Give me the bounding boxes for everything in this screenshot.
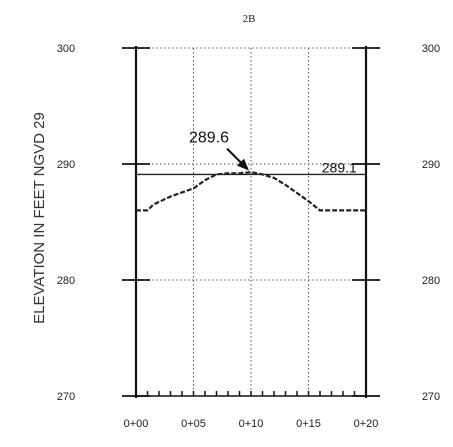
grid-layer: [136, 47, 366, 397]
y-tick-label-left: 290: [57, 159, 75, 171]
x-tick-label: 0+10: [239, 418, 264, 430]
y-tick-label-left: 280: [57, 275, 75, 287]
annotation-arrowhead: [237, 158, 249, 171]
x-tick-label: 0+15: [296, 418, 321, 430]
chart-title: 2B: [243, 13, 256, 25]
ground-profile-line: [136, 170, 366, 212]
annotation-arrow-line: [226, 147, 244, 166]
y-axis-label: ELEVATION IN FEET NGVD 29: [31, 112, 48, 324]
annotation-label: 289.6: [189, 130, 229, 147]
x-tick-label: 0+20: [354, 418, 379, 430]
y-tick-label-right: 280: [422, 275, 440, 287]
label-layer: 270 270 280 280 290 290 300 300 0+00 0+05 0+10 0+15…: [57, 43, 440, 430]
y-tick-label-left: 300: [57, 43, 75, 55]
data-layer: [136, 147, 366, 212]
y-tick-label-right: 270: [422, 391, 440, 403]
x-tick-label: 0+05: [181, 418, 206, 430]
y-tick-label-right: 300: [422, 43, 440, 55]
x-tick-label: 0+00: [124, 418, 149, 430]
tick-layer: [122, 47, 380, 397]
y-tick-label-right: 290: [422, 159, 440, 171]
reference-line-label: 289.1: [322, 159, 357, 175]
y-tick-label-left: 270: [57, 391, 75, 403]
